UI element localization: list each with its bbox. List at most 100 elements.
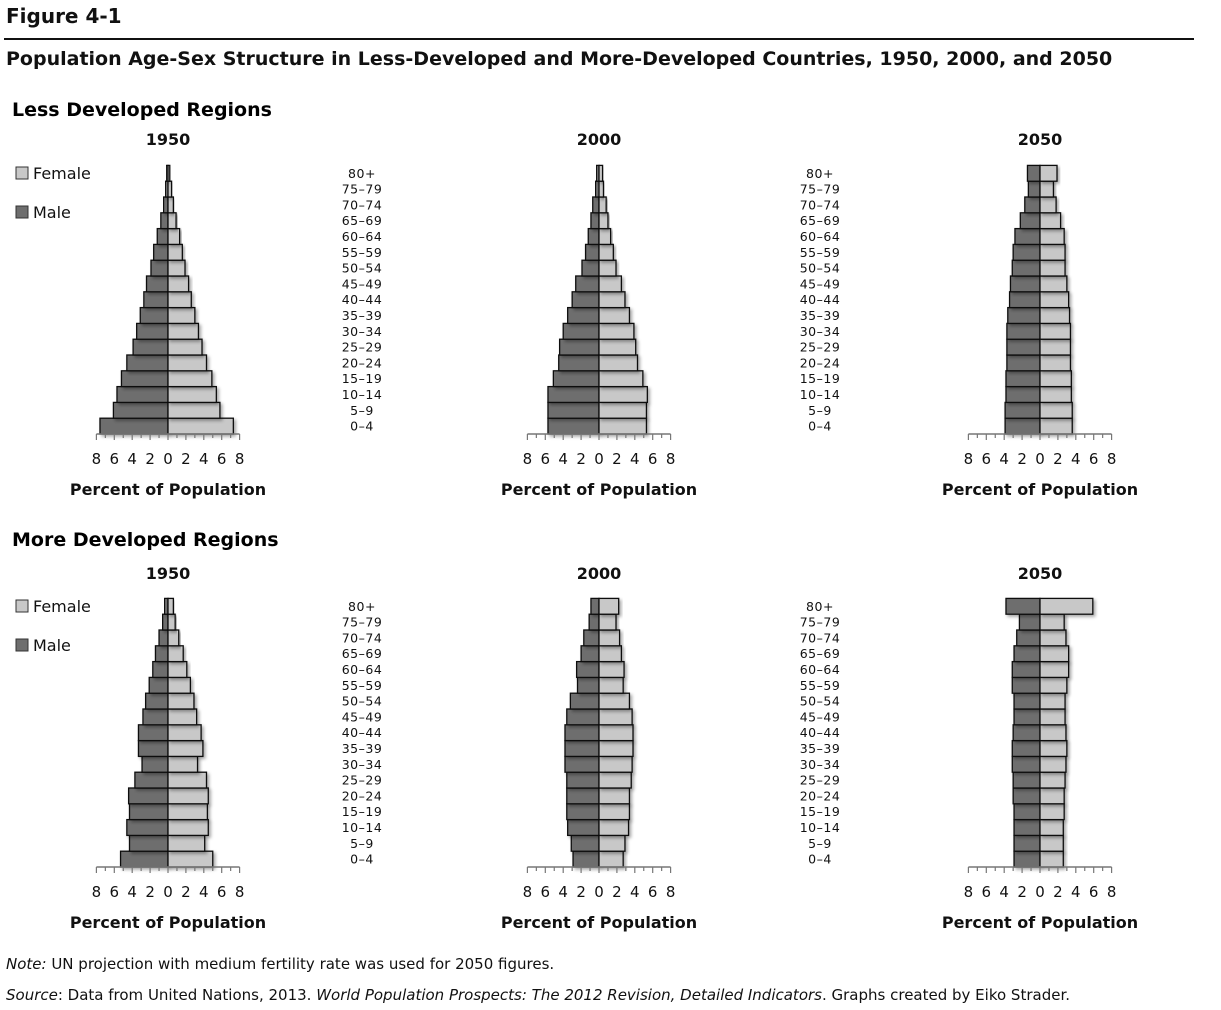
- note-prefix: Note:: [6, 955, 47, 973]
- female-bar: [1039, 692, 1066, 710]
- female-bar: [1039, 708, 1066, 726]
- panel-title: 1950: [146, 564, 191, 583]
- age-group-label: 25–29: [800, 340, 841, 355]
- female-bar: [598, 771, 632, 789]
- note-text: UN projection with medium fertility rate…: [46, 955, 555, 973]
- female-bar: [598, 227, 612, 246]
- x-tick-label: 6: [982, 450, 992, 468]
- female-bar: [167, 212, 177, 230]
- age-group-label: 15–19: [342, 804, 383, 819]
- male-bar: [1011, 676, 1041, 694]
- footer-note: Note: UN projection with medium fertilit…: [6, 955, 554, 973]
- male-bar: [1011, 660, 1041, 679]
- x-tick-label: 4: [630, 450, 640, 468]
- male-bar: [145, 275, 169, 293]
- male-bar: [1018, 613, 1041, 631]
- male-bar: [1013, 818, 1041, 837]
- x-tick-label: 2: [145, 450, 155, 468]
- x-tick-label: 2: [145, 883, 155, 901]
- x-tick-label: 6: [648, 450, 658, 468]
- male-bar: [558, 338, 600, 356]
- legend-male-label: Male: [33, 636, 71, 655]
- panel-title: 2050: [1018, 130, 1063, 149]
- legend-male-swatch: [15, 638, 29, 652]
- male-bar: [1004, 401, 1041, 419]
- male-bar: [1012, 243, 1041, 261]
- x-tick-label: 2: [1017, 883, 1027, 901]
- pyramid-more-2050: [967, 597, 1113, 873]
- female-bar: [167, 597, 175, 615]
- female-bar: [1039, 613, 1065, 631]
- male-bar: [150, 259, 169, 277]
- x-tick-label: 8: [523, 450, 533, 468]
- x-tick-label: 8: [964, 450, 974, 468]
- female-bar: [1039, 259, 1066, 277]
- male-bar: [136, 322, 169, 340]
- age-group-label: 65–69: [800, 646, 841, 661]
- footer-source: Source: Data from United Nations, 2013. …: [6, 986, 1070, 1004]
- male-bar: [552, 370, 600, 388]
- male-bar: [1009, 275, 1041, 293]
- male-bar: [1007, 306, 1041, 325]
- age-group-label: 15–19: [800, 804, 841, 819]
- female-bar: [1039, 164, 1058, 182]
- region-heading-more-developed: More Developed Regions: [12, 529, 279, 551]
- male-bar: [1013, 692, 1041, 710]
- female-bar: [167, 708, 198, 726]
- male-bar: [1024, 196, 1041, 214]
- female-bar: [1039, 180, 1055, 198]
- female-bar: [598, 275, 623, 293]
- age-group-label: 5–9: [350, 836, 374, 851]
- female-bar: [598, 417, 648, 435]
- female-bar: [1039, 645, 1070, 663]
- x-axis-label: Percent of Population: [70, 913, 266, 932]
- male-bar: [139, 306, 169, 325]
- female-bar: [598, 803, 631, 821]
- male-bar: [1006, 354, 1041, 372]
- female-bar: [598, 850, 624, 868]
- male-bar: [1011, 739, 1041, 758]
- female-bar: [1039, 275, 1068, 293]
- x-tick-label: 0: [1035, 883, 1045, 901]
- female-bar: [1039, 243, 1066, 261]
- male-bar: [142, 708, 169, 726]
- age-group-label: 75–79: [342, 182, 383, 197]
- male-bar: [128, 803, 169, 821]
- female-bar: [1039, 787, 1065, 805]
- male-bar: [1004, 417, 1041, 435]
- age-group-label: 10–14: [800, 387, 841, 402]
- x-tick-label: 6: [1089, 883, 1099, 901]
- female-bar: [598, 724, 634, 742]
- x-tick-label: 2: [612, 450, 622, 468]
- age-group-label: 80+: [348, 166, 376, 181]
- male-bar: [1013, 850, 1041, 868]
- male-bar: [1013, 834, 1041, 852]
- age-group-label: 25–29: [800, 773, 841, 788]
- male-bar: [566, 803, 600, 821]
- x-tick-label: 2: [576, 883, 586, 901]
- female-bar: [167, 291, 192, 309]
- female-bar: [1039, 850, 1064, 868]
- x-axis-label: Percent of Population: [501, 913, 697, 932]
- age-group-label: 35–39: [800, 308, 841, 323]
- female-bar: [1039, 629, 1067, 647]
- x-tick-label: 4: [999, 450, 1009, 468]
- male-bar: [590, 597, 600, 615]
- female-bar: [167, 629, 180, 647]
- female-bar: [598, 787, 631, 805]
- female-bar: [167, 354, 208, 372]
- age-group-label: 60–64: [800, 229, 841, 244]
- male-bar: [1026, 164, 1041, 182]
- source-text-2: . Graphs created by Eiko Strader.: [821, 986, 1070, 1004]
- age-group-label: 70–74: [800, 197, 841, 212]
- age-group-label: 5–9: [808, 836, 832, 851]
- x-tick-label: 0: [594, 883, 604, 901]
- female-bar: [598, 212, 609, 230]
- female-bar: [167, 401, 221, 419]
- male-bar: [1019, 212, 1041, 230]
- male-bar: [112, 401, 169, 419]
- female-bar: [598, 834, 626, 852]
- female-bar: [598, 306, 631, 325]
- female-bar: [167, 227, 181, 246]
- female-bar: [167, 724, 202, 742]
